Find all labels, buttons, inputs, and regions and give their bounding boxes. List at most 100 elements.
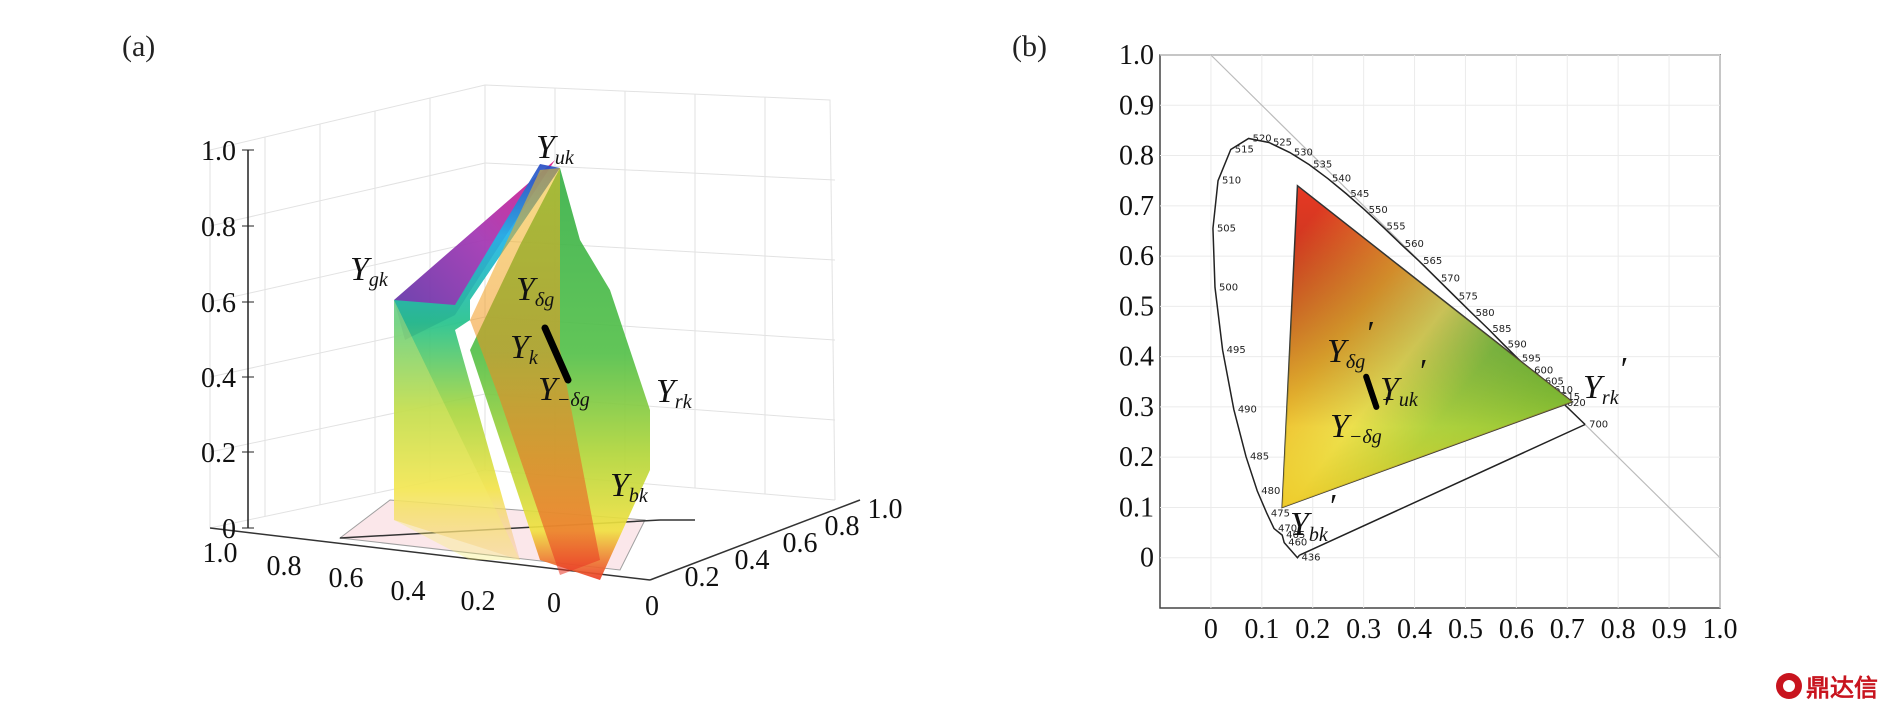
wavelength-label: 525 (1273, 137, 1292, 148)
label-a-Yuk: Yuk (536, 129, 575, 169)
wavelength-label: 480 (1261, 486, 1280, 497)
wavelength-label: 460 (1288, 538, 1307, 549)
wavelength-label: 485 (1250, 452, 1269, 463)
wavelength-label: 465 (1286, 530, 1305, 541)
panel-b-gamut-triangle-shade (1282, 185, 1573, 508)
panel-b-white-segment (1363, 373, 1380, 410)
x-tick-label: 0.4 (1397, 614, 1432, 645)
right-tick-2: 0.2 (685, 562, 720, 593)
right-tick-5: 0.8 (825, 511, 860, 542)
wavelength-label: 530 (1294, 148, 1313, 159)
panel-b: (b) 0 0.1 0.2 0.3 0.4 0.5 0.6 0.7 0.8 0.9 1.0 1.00… (1012, 30, 1738, 645)
x-tick-label: 0.5 (1448, 614, 1483, 645)
panel-b-y-ticks: 1.0 0.9 0.8 0.7 0.6 0.5 0.4 0.3 0.2 0.1 0 (1119, 40, 1154, 574)
y-tick-label: 0.9 (1119, 90, 1154, 121)
wavelength-label: 436 (1301, 553, 1320, 564)
y-tick-label: 0.3 (1119, 392, 1154, 423)
panel-a-right-ticks: 0 0.2 0.4 0.6 0.8 1.0 (645, 494, 903, 622)
y-tick-label: 0 (1140, 543, 1154, 574)
z-tick-3: 0.6 (201, 288, 254, 319)
label-a-Yrk: Yrk (656, 373, 693, 413)
wavelength-label: 610 (1554, 385, 1573, 396)
watermark-text: 鼎达信 (1806, 674, 1878, 702)
wavelength-label: 620 (1567, 398, 1586, 409)
wavelength-label: 570 (1441, 274, 1460, 285)
panel-a-left-ticks: 1.0 0.8 0.6 0.4 0.2 0 (203, 538, 562, 619)
panel-a: (a) (122, 30, 903, 622)
wavelength-label: 590 (1508, 340, 1527, 351)
wavelength-label: 575 (1459, 291, 1478, 302)
y-tick-label: 0.4 (1119, 342, 1154, 373)
wavelength-label: 605 (1545, 376, 1564, 387)
label-b-Yuk: Yuk′ (1380, 353, 1426, 411)
wavelength-label: 520 (1253, 133, 1272, 144)
left-tick-5: 0.2 (461, 586, 496, 617)
panel-a-locus-line (541, 324, 572, 384)
label-a-Ydg: Yδg (516, 271, 554, 311)
x-tick-label: 1.0 (1703, 614, 1738, 645)
wavelength-label: 510 (1222, 176, 1241, 187)
panel-b-x-ticks: 0 0.1 0.2 0.3 0.4 0.5 0.6 0.7 0.8 0.9 1.0 (1204, 614, 1738, 645)
y-tick-label: 0.6 (1119, 241, 1154, 272)
panel-b-spectral-locus: 4364604654704754804854904955005055105155… (1212, 133, 1608, 564)
z-tick-1: 1.0 (201, 136, 254, 167)
wavelength-label: 545 (1350, 189, 1369, 200)
wavelength-label: 595 (1522, 354, 1541, 365)
y-tick-label: 0.7 (1119, 191, 1154, 222)
svg-text:0: 0 (222, 514, 236, 545)
z-tick-5: 0.2 (201, 438, 254, 469)
right-tick-3: 0.4 (735, 545, 770, 576)
z-tick-6: 0 (222, 514, 254, 545)
label-a-Yk: Yk (510, 329, 539, 369)
wavelength-label: 490 (1238, 404, 1257, 415)
svg-text:0.6: 0.6 (201, 288, 236, 319)
watermark-logo-icon (1776, 672, 1802, 699)
wavelength-label: 580 (1476, 308, 1495, 319)
z-tick-4: 0.4 (201, 363, 254, 394)
left-tick-3: 0.6 (329, 563, 364, 594)
left-tick-4: 0.4 (391, 576, 426, 607)
left-tick-6: 0 (547, 588, 561, 619)
wavelength-label: 565 (1423, 256, 1442, 267)
x-tick-label: 0.9 (1652, 614, 1687, 645)
wavelength-label: 550 (1369, 205, 1388, 216)
label-a-Ymdg: Y−δg (538, 371, 590, 411)
z-tick-2: 0.8 (201, 212, 254, 243)
wavelength-label: 540 (1332, 174, 1351, 185)
y-tick-label: 0.1 (1119, 492, 1154, 523)
y-tick-label: 0.8 (1119, 141, 1154, 172)
right-tick-4: 0.6 (783, 528, 818, 559)
y-tick-label: 0.5 (1119, 291, 1154, 322)
svg-text:0.4: 0.4 (201, 363, 236, 394)
wavelength-label: 470 (1278, 524, 1297, 535)
wavelength-label: 585 (1492, 324, 1511, 335)
label-b-Ydg: Yδg′ (1327, 315, 1373, 373)
x-tick-label: 0 (1204, 614, 1218, 645)
wavelength-label: 500 (1219, 282, 1238, 293)
x-tick-label: 0.2 (1295, 614, 1330, 645)
label-a-Ygk: Ygk (350, 251, 389, 291)
wavelength-label: 495 (1227, 345, 1246, 356)
svg-text:1.0: 1.0 (201, 136, 236, 167)
right-tick-1: 0 (645, 591, 659, 622)
x-tick-label: 0.7 (1550, 614, 1585, 645)
label-b-Ymdg: Y−δg′ (1330, 390, 1390, 448)
right-tick-6: 1.0 (868, 494, 903, 525)
y-tick-label: 1.0 (1119, 40, 1154, 71)
svg-text:0.2: 0.2 (201, 438, 236, 469)
wavelength-label: 555 (1386, 221, 1405, 232)
x-tick-label: 0.6 (1499, 614, 1534, 645)
svg-text:0.8: 0.8 (201, 212, 236, 243)
watermark: 鼎达信 (1776, 668, 1878, 703)
label-a-Ybk: Ybk (610, 467, 649, 507)
left-tick-2: 0.8 (267, 551, 302, 582)
left-tick-1: 1.0 (203, 538, 238, 569)
label-b-Yrk: Yrk′ (1583, 351, 1627, 409)
wavelength-label: 475 (1271, 508, 1290, 519)
wavelength-label: 505 (1217, 223, 1236, 234)
wavelength-label: 700 (1589, 420, 1608, 431)
x-tick-label: 0.8 (1601, 614, 1636, 645)
x-tick-label: 0.3 (1346, 614, 1381, 645)
y-tick-label: 0.2 (1119, 442, 1154, 473)
